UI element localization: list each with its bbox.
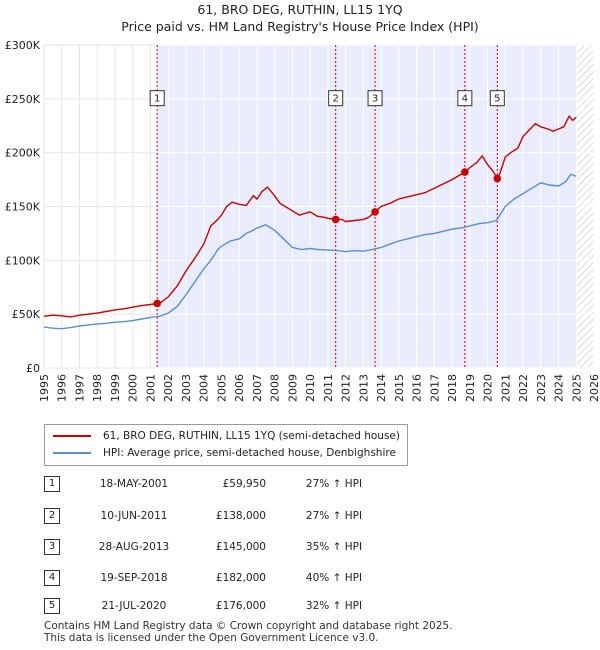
transaction-label: 5 (494, 94, 500, 105)
transaction-hpi: 32% ↑ HPI (305, 600, 363, 612)
x-tick-label: 2003 (180, 374, 193, 402)
table-row: 1 18-MAY-2001 £59,950 27% ↑ HPI (44, 476, 444, 496)
transaction-number: 1 (44, 476, 60, 492)
x-tick-label: 2024 (553, 374, 566, 402)
x-tick-label: 2023 (535, 374, 548, 402)
table-row: 4 19-SEP-2018 £182,000 40% ↑ HPI (44, 570, 444, 590)
y-tick-label: £0 (26, 362, 40, 375)
x-tick-label: 2021 (499, 374, 512, 402)
transaction-price: £182,000 (215, 572, 266, 584)
x-tick-label: 1996 (56, 374, 69, 402)
transaction-date: 18-MAY-2001 (99, 478, 169, 490)
footer: Contains HM Land Registry data © Crown c… (44, 620, 452, 644)
legend-item-hpi: HPI: Average price, semi-detached house,… (53, 445, 396, 461)
table-row: 5 21-JUL-2020 £176,000 32% ↑ HPI (44, 598, 444, 618)
transaction-label-box (457, 90, 473, 107)
y-tick-label: £300K (5, 39, 41, 52)
transaction-number: 4 (44, 570, 60, 586)
x-tick-label: 2006 (233, 374, 246, 402)
x-tick-label: 2012 (340, 374, 353, 402)
transaction-label-box (149, 90, 165, 107)
chart-title: 61, BRO DEG, RUTHIN, LL15 1YQ (197, 2, 402, 17)
footer-copyright: Contains HM Land Registry data © Crown c… (44, 620, 453, 632)
transaction-date: 28-AUG-2013 (98, 541, 170, 553)
transaction-label-box (489, 90, 505, 107)
y-tick-label: £50K (12, 308, 41, 321)
x-tick-label: 1997 (73, 374, 86, 402)
x-tick-label: 2007 (251, 374, 264, 402)
x-tick-label: 1995 (38, 374, 51, 402)
x-tick-label: 2020 (482, 374, 495, 402)
price-chart: 61, BRO DEG, RUTHIN, LL15 1YQ Price paid… (5, 2, 600, 402)
table-row: 2 10-JUN-2011 £138,000 27% ↑ HPI (44, 508, 444, 528)
footer-license: This data is licensed under the Open Gov… (44, 632, 379, 644)
x-tick-label: 2004 (198, 374, 211, 402)
table-row: 3 28-AUG-2013 £145,000 35% ↑ HPI (44, 539, 444, 559)
x-tick-label: 2009 (286, 374, 299, 402)
transaction-number: 2 (44, 508, 60, 524)
series-line (43, 173, 577, 330)
transaction-hpi: 27% ↑ HPI (305, 510, 363, 522)
x-tick-label: 2000 (127, 374, 140, 402)
transaction-point (331, 215, 340, 224)
legend: 61, BRO DEG, RUTHIN, LL15 1YQ (semi-deta… (44, 424, 408, 466)
x-tick-label: 2026 (588, 374, 600, 402)
transaction-point (493, 174, 502, 183)
transaction-price: £145,000 (215, 541, 266, 553)
legend-item-property: 61, BRO DEG, RUTHIN, LL15 1YQ (semi-deta… (53, 428, 400, 444)
x-tick-label: 2019 (464, 374, 477, 402)
x-tick-label: 2010 (304, 374, 317, 402)
y-tick-label: £150K (5, 201, 41, 214)
x-tick-label: 2022 (517, 374, 530, 402)
transaction-price: £138,000 (215, 510, 266, 522)
x-tick-label: 2018 (446, 374, 459, 402)
x-tick-label: 2017 (428, 374, 441, 402)
transaction-date: 10-JUN-2011 (100, 510, 168, 522)
x-tick-label: 2008 (269, 374, 282, 402)
x-tick-label: 2001 (144, 374, 157, 402)
x-tick-label: 2013 (357, 374, 370, 402)
x-tick-label: 2002 (162, 374, 175, 402)
x-tick-label: 2025 (570, 374, 583, 402)
y-tick-label: £100K (5, 254, 41, 267)
x-tick-label: 2016 (411, 374, 424, 402)
transaction-label: 4 (462, 94, 468, 105)
chart-subtitle: Price paid vs. HM Land Registry's House … (121, 19, 478, 34)
transaction-label: 1 (154, 94, 160, 105)
legend-label-hpi: HPI: Average price, semi-detached house,… (103, 447, 396, 459)
legend-swatch-hpi (53, 452, 91, 454)
transaction-date: 19-SEP-2018 (100, 572, 168, 584)
x-tick-label: 2015 (393, 374, 406, 402)
transaction-label-box (367, 90, 383, 107)
transaction-date: 21-JUL-2020 (101, 600, 167, 612)
transaction-point (153, 299, 161, 308)
transaction-label-box (328, 90, 344, 107)
transaction-label: 3 (372, 94, 378, 105)
transaction-point (371, 208, 379, 216)
transaction-point (461, 168, 469, 176)
transaction-price: £176,000 (215, 600, 266, 612)
x-tick-label: 1998 (91, 374, 104, 402)
legend-label-property: 61, BRO DEG, RUTHIN, LL15 1YQ (semi-deta… (103, 430, 400, 442)
transaction-number: 5 (44, 598, 60, 614)
x-tick-label: 2005 (215, 374, 228, 402)
transaction-price: £59,950 (222, 478, 266, 490)
transaction-label: 2 (332, 94, 338, 105)
x-tick-label: 1999 (109, 374, 122, 402)
legend-swatch-property (53, 435, 91, 437)
y-tick-label: £200K (5, 147, 41, 160)
x-tick-label: 2014 (375, 374, 388, 402)
transaction-hpi: 40% ↑ HPI (305, 572, 363, 584)
transaction-hpi: 35% ↑ HPI (305, 541, 363, 553)
y-tick-label: £250K (5, 93, 41, 106)
x-tick-label: 2011 (322, 374, 335, 402)
transaction-number: 3 (44, 539, 60, 555)
transaction-hpi: 27% ↑ HPI (305, 478, 363, 490)
